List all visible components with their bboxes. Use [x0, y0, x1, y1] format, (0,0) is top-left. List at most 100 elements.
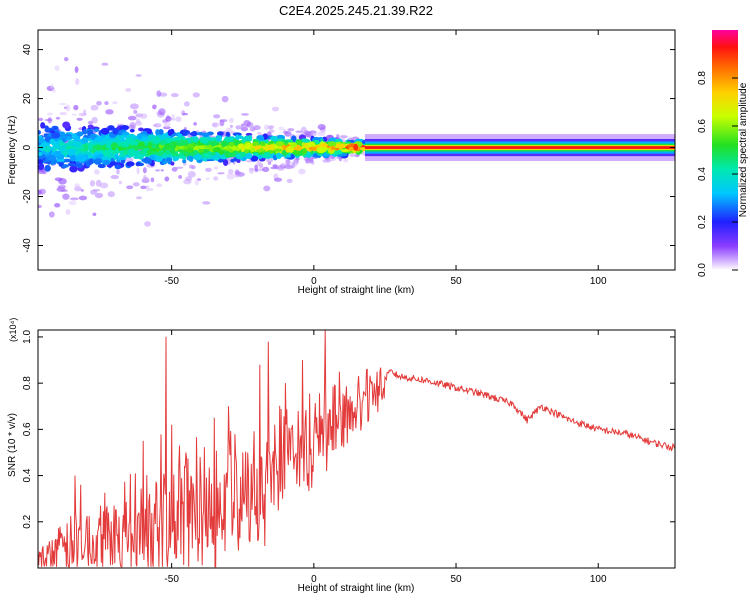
heatmap-cell — [298, 168, 306, 175]
heatmap-cell — [65, 208, 71, 216]
heatmap-cell — [137, 145, 146, 150]
heatmap-cell — [206, 144, 215, 152]
heatmap-cell — [302, 147, 308, 155]
heatmap-cell — [47, 154, 55, 161]
heatmap-cell — [183, 101, 190, 107]
snr-x-label: Height of straight line (km) — [298, 583, 415, 594]
heatmap-cell — [144, 221, 151, 227]
heatmap-cell — [118, 180, 122, 185]
y-tick-label: 0.4 — [22, 468, 33, 482]
heatmap-cell — [93, 158, 102, 165]
y-tick-label: 0.8 — [22, 376, 33, 390]
heatmap-cell — [213, 176, 219, 181]
heatmap-cell — [169, 142, 174, 148]
heatmap-cell — [135, 161, 141, 167]
y-tick-label: 0.6 — [22, 422, 33, 436]
heatmap-cell — [140, 185, 147, 190]
heatmap-cell — [69, 165, 78, 173]
heatmap-cell — [165, 138, 172, 145]
heatmap-cell — [319, 143, 329, 149]
heatmap-cell — [154, 155, 164, 162]
heatmap-cell — [270, 125, 275, 129]
heatmap-cell — [198, 145, 206, 150]
snr-panel: -50 0 50 100 0.2 0.4 0.6 0.8 1.0 (x10⁴) Height o… — [7, 318, 676, 594]
heatmap-cell — [89, 180, 96, 187]
heatmap-cell — [57, 184, 67, 189]
heatmap-cell — [142, 167, 147, 174]
heatmap-cell — [317, 131, 326, 137]
heatmap-cell — [201, 132, 210, 137]
heatmap-cell — [38, 163, 45, 171]
heatmap-cell — [116, 168, 120, 175]
heatmap-cell — [249, 147, 256, 153]
heatmap-cell — [330, 145, 335, 151]
heatmap-cell — [120, 125, 130, 131]
heatmap-cell — [75, 78, 80, 85]
heatmap-cell — [44, 164, 51, 172]
heatmap-cell — [193, 122, 197, 126]
heatmap-cell — [121, 131, 130, 136]
x-tick-label: -50 — [164, 276, 179, 287]
heatmap-cell — [291, 161, 296, 169]
heatmap-cell — [293, 150, 301, 155]
heatmap-cell — [81, 137, 89, 144]
heatmap-cell — [232, 132, 242, 137]
heatmap-cell — [169, 147, 175, 154]
heatmap-cell — [243, 135, 251, 141]
heatmap-cell — [138, 152, 144, 160]
heatmap-cell — [101, 62, 109, 66]
heatmap-cell — [105, 109, 114, 115]
heatmap-cell — [63, 158, 72, 163]
heatmap-cell — [129, 103, 139, 110]
heatmap-cell — [125, 87, 132, 92]
heatmap-cell — [127, 148, 136, 154]
y-tick-label: -40 — [22, 238, 33, 253]
heatmap-cell — [224, 150, 231, 158]
heatmap-cell — [87, 152, 93, 159]
heatmap-cell — [38, 137, 45, 144]
heatmap-cell — [202, 130, 207, 134]
heatmap-cell — [126, 185, 134, 190]
heatmap-cell — [305, 132, 312, 138]
heatmap-cell — [239, 150, 247, 157]
heatmap-cell — [273, 148, 283, 152]
heatmap-cell — [74, 183, 80, 188]
heatmap-cell — [107, 191, 115, 198]
heatmap-cell — [69, 155, 76, 162]
heatmap-cell — [250, 155, 259, 162]
heatmap-cell — [83, 144, 89, 152]
y-tick-label: 0 — [22, 144, 33, 150]
heatmap-cell — [254, 145, 261, 150]
heatmap-cell — [266, 157, 274, 163]
heatmap-cell — [159, 140, 166, 146]
heatmap-cell — [158, 108, 166, 116]
heatmap-cell — [153, 123, 162, 128]
y-tick-label: 1.0 — [22, 330, 33, 344]
heatmap-cell — [240, 123, 245, 127]
heatmap-cell — [94, 192, 104, 199]
heatmap-cell — [49, 130, 56, 134]
heatmap-cell — [271, 106, 280, 112]
colorbar-ticks: 0.0 0.2 0.4 0.6 0.8 — [697, 71, 738, 277]
heatmap-cell — [112, 127, 119, 135]
heatmap-cell — [222, 159, 229, 166]
heatmap-cell — [62, 121, 71, 129]
heatmap-cell — [270, 135, 279, 142]
heatmap-cell — [213, 114, 221, 119]
heatmap-cell — [349, 153, 356, 158]
heatmap-cell — [178, 174, 183, 179]
heatmap-cell — [305, 158, 314, 164]
heatmap-cell — [38, 117, 44, 122]
heatmap-cell — [170, 92, 179, 98]
heatmap-cell — [62, 193, 70, 200]
ridge-band — [365, 146, 675, 149]
heatmap-cell — [285, 154, 291, 158]
heatmap-cell — [48, 211, 55, 218]
heatmap-cell — [54, 202, 61, 208]
heatmap-cell — [263, 185, 271, 192]
heatmap-cell — [99, 182, 109, 189]
heatmap-cell — [38, 151, 43, 156]
heatmap-cell — [163, 121, 171, 128]
heatmap-cell — [202, 201, 211, 205]
